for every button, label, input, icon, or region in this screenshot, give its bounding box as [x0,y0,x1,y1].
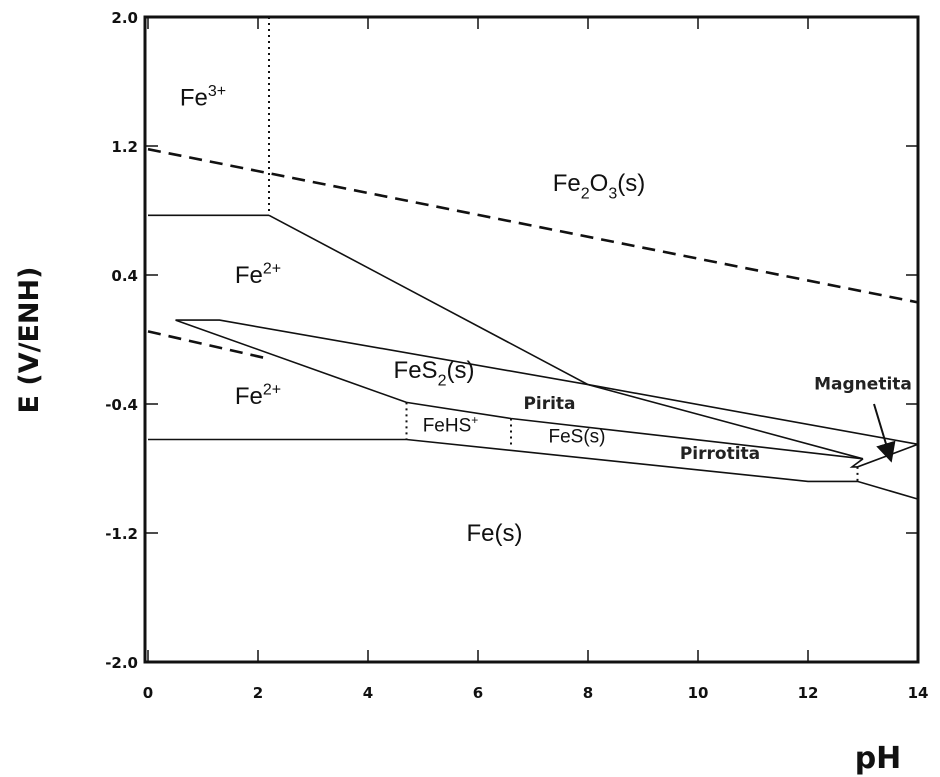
x-axis-title: pH [855,741,902,776]
boundary-solid [175,319,919,446]
magnetita-arrow [873,403,896,463]
region-label-fe: Fe2O3(s) [553,170,645,202]
region-label-fes-s-: FeS(s) [549,427,606,448]
region-label-fe: Fe2+ [235,260,281,289]
plot-frame [143,15,920,664]
x-tick-label: 10 [688,684,709,702]
y-tick-label: 0.4 [111,267,138,285]
y-axis-title: E (V/ENH) [14,267,45,414]
y-tick-label: -2.0 [105,654,138,672]
region-label-pirita: Pirita [523,394,575,414]
boundary-solid [268,214,589,386]
boundary-solid [175,319,864,460]
boundary-dashed [147,147,919,304]
region-label-fehs: FeHS+ [423,413,479,437]
region-label-fe: Fe3+ [180,83,226,112]
y-tick-label: 1.2 [111,138,138,156]
x-tick-label: 4 [363,684,373,702]
region-label-pirrotita: Pirrotita [680,444,760,464]
y-tick-label: 2.0 [111,9,138,27]
boundary-solid [849,443,919,468]
boundary-dashed [147,330,270,361]
region-labels: Fe3+ Fe2O3(s) Fe2+ Fe2+ FeS2(s) FeHS+ FeS(s) Fe… [180,83,912,547]
region-label-fe: Fe2+ [235,381,281,410]
x-tick-label: 8 [583,684,593,702]
x-tick-label: 2 [253,684,263,702]
region-label-magnetita: Magnetita [814,374,912,394]
x-tick-label: 0 [143,684,153,702]
y-tick-label: -0.4 [105,396,138,414]
y-tick-label: -1.2 [105,525,138,543]
axis-ticks: 0 2 4 6 8 10 12 14 2.0 1.2 0.4 -0.4 -1.2 -2.0 [105,9,928,702]
x-tick-label: 14 [908,684,929,702]
region-label-fes: FeS2(s) [394,357,475,389]
phase-boundaries [147,17,919,500]
boundary-solid [587,383,864,460]
region-label-fe-s-: Fe(s) [467,520,523,547]
x-tick-label: 12 [798,684,819,702]
x-tick-label: 6 [473,684,483,702]
boundary-solid [148,438,919,500]
